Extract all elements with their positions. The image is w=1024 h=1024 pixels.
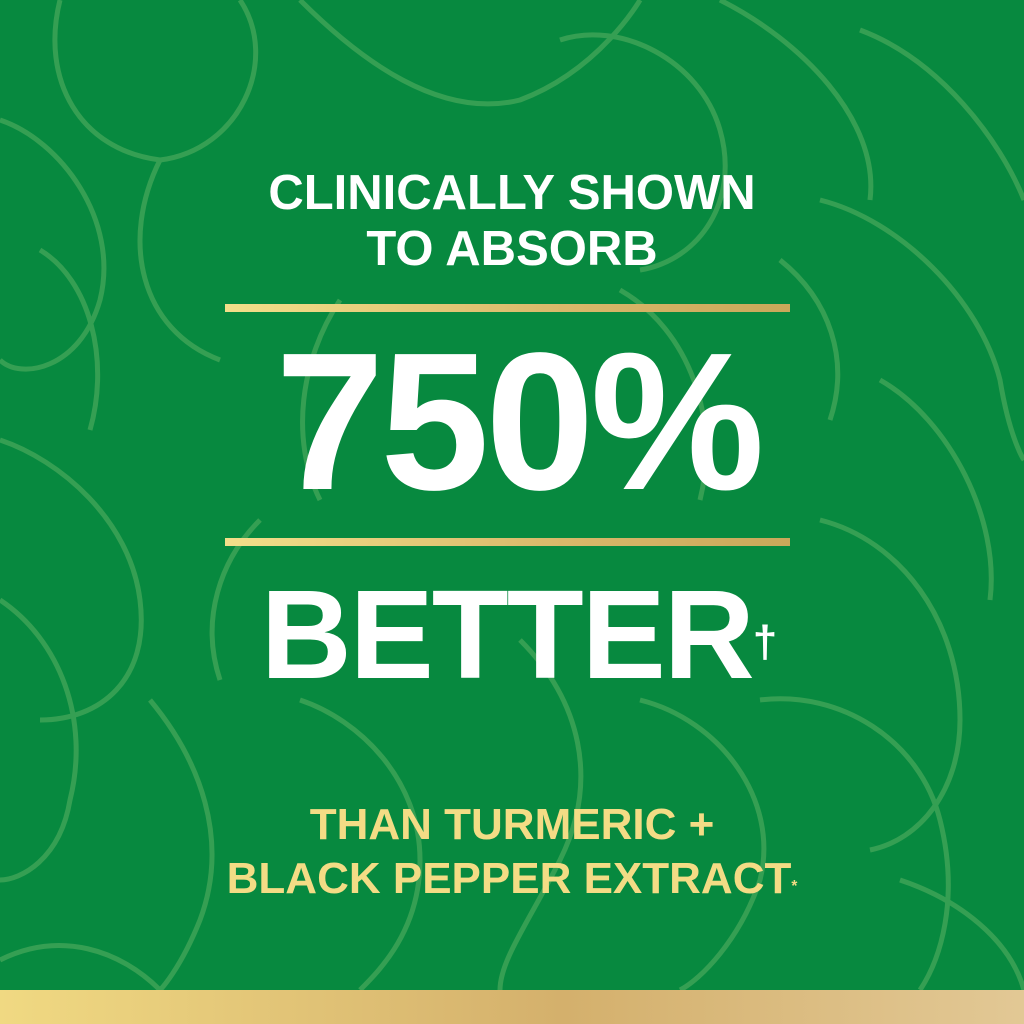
- comparison-line-1: THAN TURMERIC +: [309, 800, 715, 849]
- stat-value: 750%: [275, 312, 764, 531]
- gold-divider-top: [225, 304, 790, 312]
- gold-divider-bottom: [225, 538, 790, 546]
- stat-word: BETTER†: [6, 570, 1024, 700]
- headline-line-2: TO ABSORB: [366, 222, 658, 276]
- dagger-footnote-mark: †: [752, 618, 777, 667]
- leaf-outline-pattern: [0, 0, 1024, 990]
- comparison-line-2-text: BLACK PEPPER EXTRACT: [226, 854, 792, 903]
- stat-word-text: BETTER: [260, 564, 755, 705]
- headline-line-1: CLINICALLY SHOWN: [268, 166, 756, 220]
- gold-footer-bar: [0, 990, 1024, 1024]
- comparison-line-2: BLACK PEPPER EXTRACT*: [0, 852, 1024, 906]
- asterisk-footnote-mark: *: [791, 878, 798, 895]
